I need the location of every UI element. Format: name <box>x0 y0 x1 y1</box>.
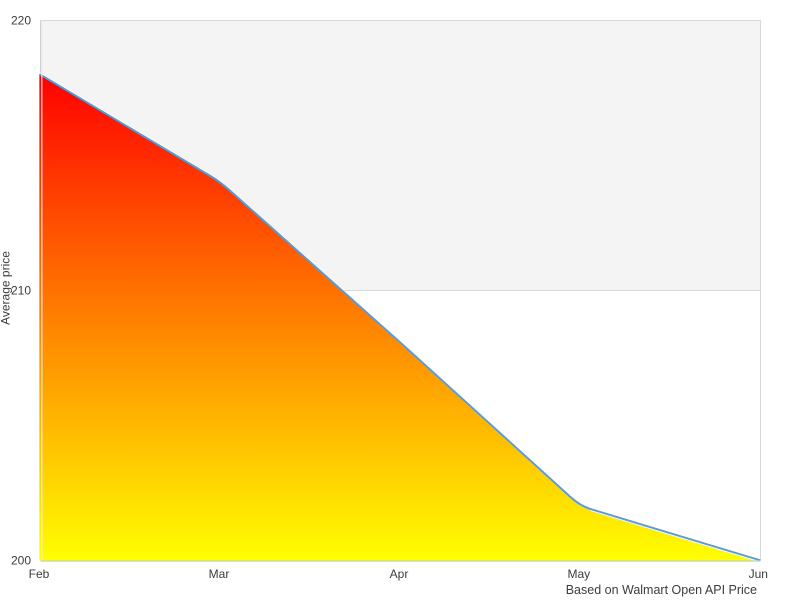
svg-text:Apr: Apr <box>390 567 409 581</box>
svg-text:Average price: Average price <box>0 251 13 325</box>
svg-text:220: 220 <box>11 14 31 28</box>
svg-text:May: May <box>567 567 590 581</box>
svg-text:Mar: Mar <box>209 567 230 581</box>
svg-text:200: 200 <box>11 554 31 568</box>
svg-text:Jun: Jun <box>749 567 768 581</box>
svg-text:Feb: Feb <box>29 567 50 581</box>
svg-text:Based on Walmart Open API Pric: Based on Walmart Open API Price <box>566 583 757 597</box>
svg-text:210: 210 <box>11 284 31 298</box>
